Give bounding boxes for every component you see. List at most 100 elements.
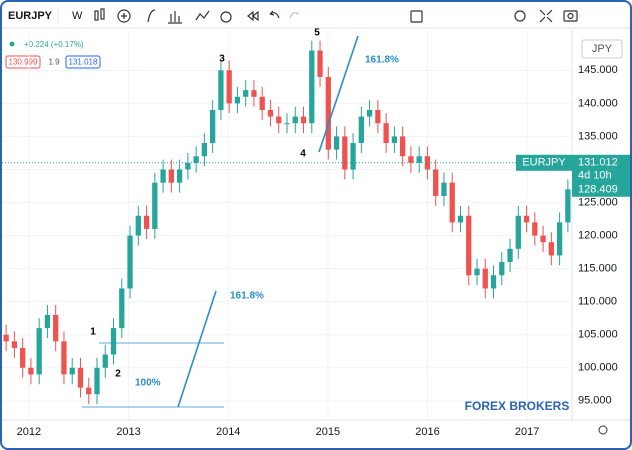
lens (567, 12, 574, 20)
undo-icon[interactable] (269, 10, 280, 19)
candle-body (383, 123, 389, 144)
candle-body (36, 328, 42, 375)
bar-icon[interactable] (168, 11, 182, 24)
candle-body (86, 387, 92, 395)
candle-body (490, 275, 497, 289)
fib-trend (177, 290, 217, 408)
candle-body (110, 328, 117, 355)
candle-body (424, 156, 431, 170)
last-price: 131.012 (578, 157, 618, 169)
candle-body (28, 367, 34, 375)
wave-label: 3 (219, 54, 225, 65)
candle-body (317, 50, 323, 77)
candle-body (152, 182, 158, 229)
y-tick-label: 110.000 (578, 296, 617, 308)
candle-body (416, 156, 422, 163)
candle-body (350, 143, 356, 170)
candle-body (127, 235, 133, 289)
plot (2, 30, 572, 420)
candle-body (251, 90, 257, 97)
currency-label: JPY (592, 43, 613, 55)
candle-body (119, 288, 125, 329)
alert-icon[interactable] (220, 11, 232, 23)
candle-body (375, 109, 381, 124)
symbol-tag-label: EURJPY (522, 157, 566, 169)
candle-body (193, 156, 199, 163)
candle-body (234, 96, 241, 104)
spread: 1.9 (48, 58, 60, 67)
y-tick-label: 115.000 (578, 263, 617, 275)
y-tick-label: 125.000 (578, 196, 618, 208)
candle-body (168, 169, 174, 183)
candle-body (540, 235, 546, 243)
candle-body (482, 268, 488, 289)
x-tick-label: 2017 (515, 426, 539, 438)
candle-body (342, 136, 348, 170)
candle-body (267, 109, 274, 117)
candle-body (507, 248, 513, 263)
candle-body (259, 96, 265, 110)
candle-body (333, 136, 340, 150)
y-tick-label: 140.000 (578, 97, 618, 109)
candle-body (243, 90, 249, 97)
candle-body (474, 268, 480, 276)
change-label: +0.224 (+0.17%) (24, 40, 84, 49)
candle-body (523, 215, 530, 223)
add-indicator-icon[interactable] (117, 9, 131, 23)
candle-body (11, 341, 18, 348)
candle-body (20, 347, 26, 368)
interval-button[interactable]: W (72, 10, 83, 22)
candle-body (185, 162, 191, 170)
candle-body (218, 70, 224, 110)
bid-box[interactable] (5, 55, 41, 69)
fullscreen-icon[interactable] (539, 9, 553, 23)
candle-body (325, 76, 331, 150)
fib-label: 161.8% (365, 55, 399, 66)
candle-body (102, 354, 108, 368)
bid-price: 130.999 (9, 58, 38, 67)
candle-body (226, 70, 232, 104)
y-tick-label: 135.000 (578, 130, 618, 142)
settings-icon[interactable] (514, 10, 526, 22)
ask-box[interactable] (65, 55, 101, 69)
candle-body (143, 215, 150, 229)
candle-body (201, 143, 208, 157)
candle-body (532, 222, 538, 236)
symbol-button[interactable]: EURJPY (8, 10, 53, 22)
redo-icon[interactable] (289, 12, 300, 19)
ask-price: 131.018 (69, 58, 98, 67)
price-tag (572, 154, 630, 197)
candle-body (466, 215, 472, 276)
candle-body (135, 215, 141, 236)
candle-body (391, 136, 398, 144)
candle-body (77, 367, 84, 388)
candle-body (309, 50, 315, 124)
replay-icon[interactable] (247, 10, 259, 22)
candle-body (457, 215, 464, 223)
compare-icon[interactable] (195, 10, 210, 21)
candle-body (400, 136, 406, 157)
candle-body (44, 314, 51, 329)
layout-icon[interactable] (410, 10, 423, 23)
fx-icon[interactable] (147, 9, 156, 23)
x-tick-label: 2015 (316, 426, 340, 438)
x-tick-label: 2013 (116, 426, 140, 438)
candle-body (366, 109, 373, 117)
fib-trend (318, 35, 359, 153)
wave-label: 4 (300, 149, 306, 160)
axis-settings-icon[interactable] (598, 425, 608, 435)
candle-body (176, 169, 183, 183)
candle-body (408, 156, 414, 163)
currency-box[interactable] (581, 39, 623, 59)
close-price: 128.409 (578, 184, 618, 196)
candle-body (94, 367, 100, 395)
wave-label: 2 (115, 369, 121, 380)
status-dot (9, 41, 15, 47)
snapshot-icon[interactable] (563, 10, 578, 22)
candles-icon[interactable] (94, 10, 99, 21)
candle-body (160, 169, 166, 183)
wave-label: 1 (90, 327, 96, 338)
wave-label: 5 (314, 28, 320, 39)
